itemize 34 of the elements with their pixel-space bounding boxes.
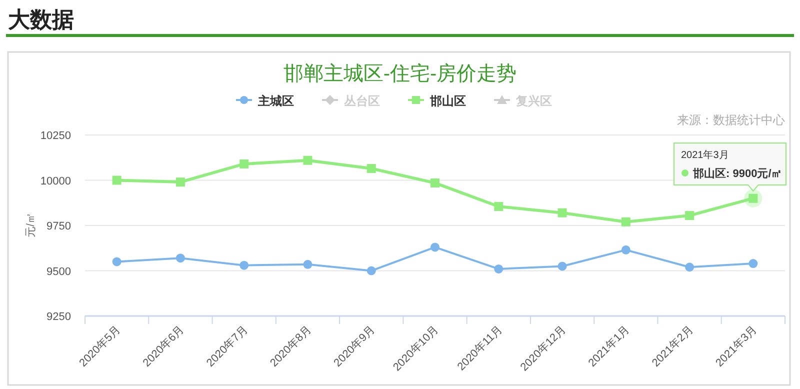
point (621, 245, 630, 254)
point (558, 208, 567, 218)
point (621, 217, 630, 226)
point (303, 260, 312, 269)
point (685, 211, 694, 220)
point (176, 254, 185, 263)
point (176, 178, 185, 187)
point (430, 242, 440, 252)
point (112, 257, 122, 266)
annotation: 邯山区: 9900元/㎡ (693, 168, 782, 180)
point (494, 202, 504, 211)
ytick: 9750 (46, 220, 71, 232)
annotation: 来源：数据统计中心 (677, 113, 785, 127)
legend: 邯山区 (430, 94, 466, 108)
title: 大数据 (8, 7, 74, 32)
point (494, 264, 504, 274)
point (558, 262, 567, 271)
point (366, 266, 376, 276)
ylabel: 元/㎡ (25, 212, 37, 238)
point (112, 176, 122, 185)
annotation: 2021年3月 (681, 150, 729, 161)
point (430, 178, 440, 188)
point (748, 259, 758, 268)
point (240, 260, 249, 270)
subtitle: 邯郸主城区-住宅-房价走势 (283, 63, 517, 85)
point (303, 156, 312, 165)
ytick: 10000 (40, 175, 71, 188)
ytick: 9500 (46, 266, 71, 278)
point (685, 262, 694, 272)
ytick: 9250 (46, 311, 71, 323)
point (240, 159, 249, 168)
point (366, 164, 376, 173)
legend: 主城区 (258, 94, 294, 108)
ytick: 10250 (40, 130, 71, 142)
